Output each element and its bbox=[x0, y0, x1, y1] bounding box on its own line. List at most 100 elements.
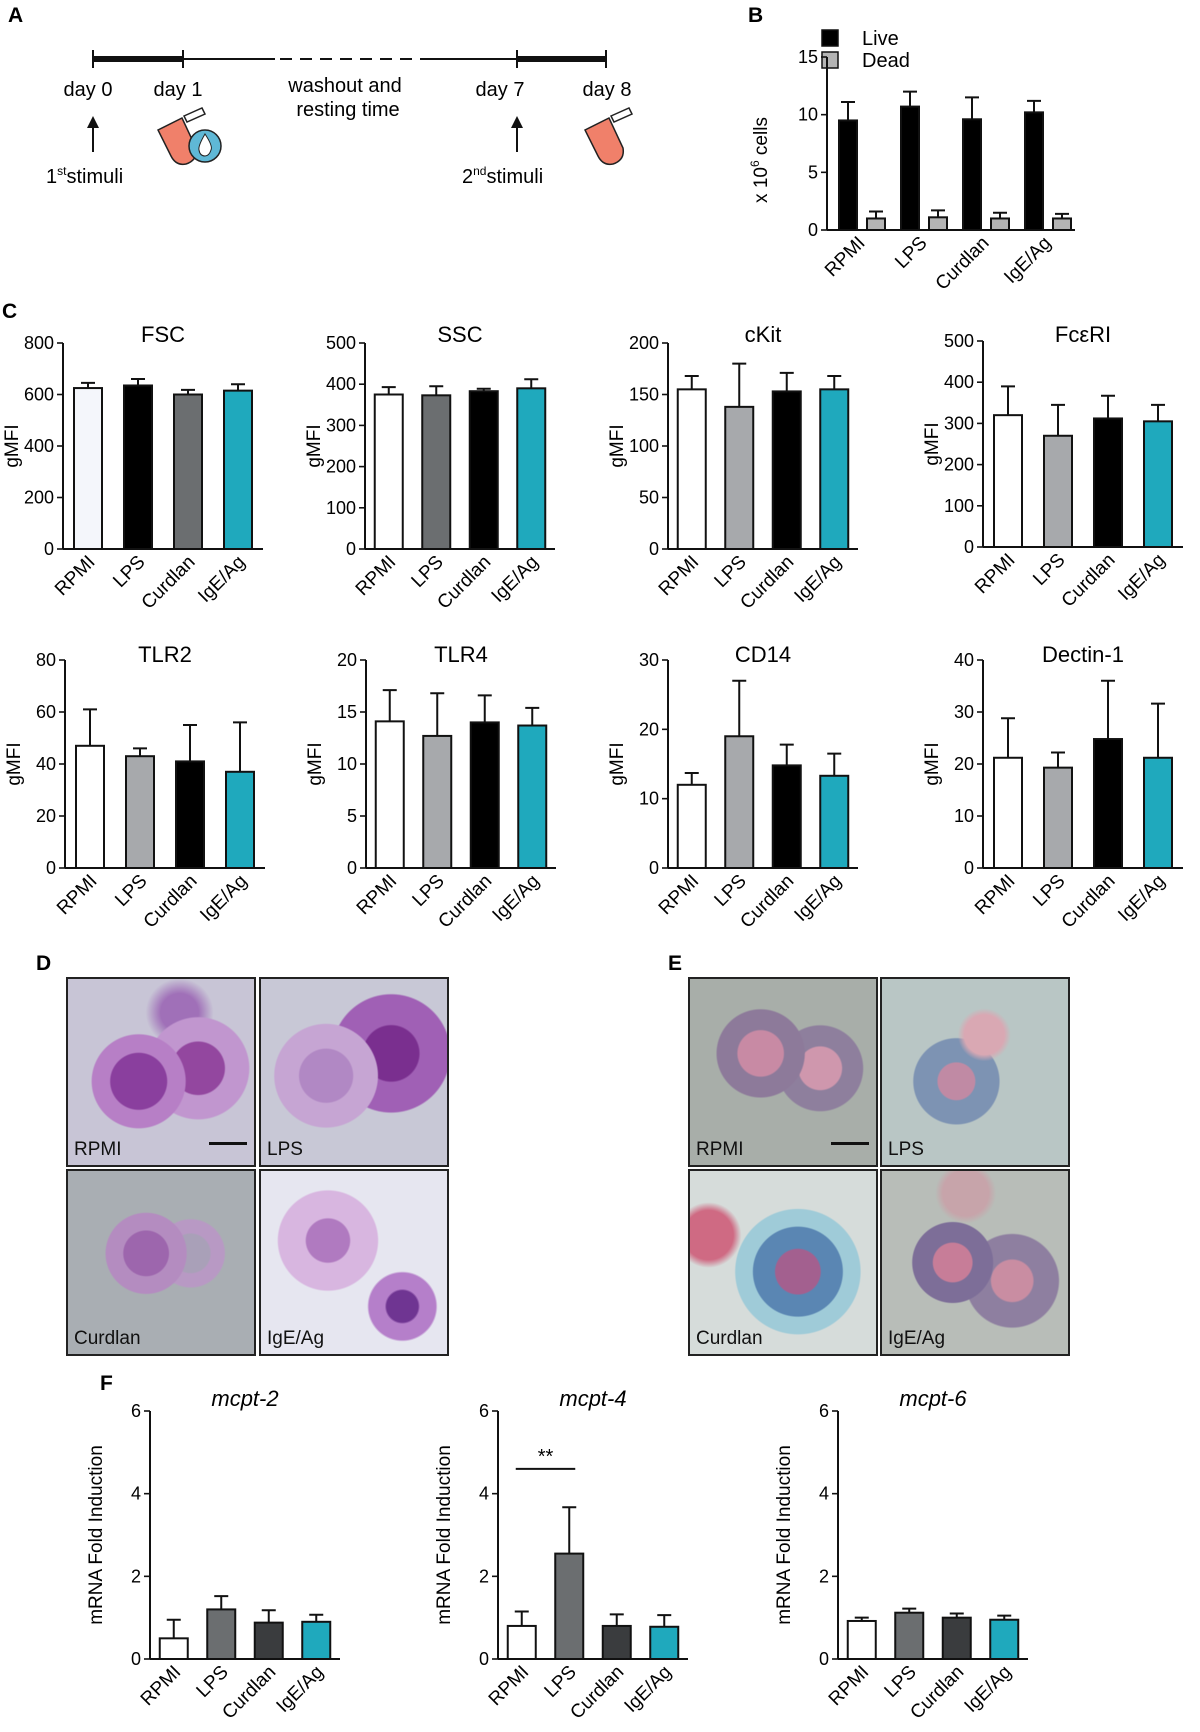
category-label-lps: LPS bbox=[1029, 871, 1069, 911]
y-tick-label: 20 bbox=[337, 650, 357, 670]
error-bar bbox=[997, 1614, 1012, 1620]
chart-title: mcpt-2 bbox=[211, 1386, 278, 1411]
chart-title: SSC bbox=[437, 322, 482, 347]
micrograph-d-ige-label: IgE/Ag bbox=[267, 1328, 325, 1349]
bar-curdlan bbox=[601, 1624, 632, 1661]
bar-ige-ag bbox=[223, 389, 253, 551]
bar-rpmi bbox=[993, 756, 1023, 870]
y-tick-label: 500 bbox=[944, 331, 974, 351]
y-axis-label: gMFI bbox=[922, 742, 943, 785]
y-tick-label: 4 bbox=[819, 1484, 829, 1504]
y-tick-label: 300 bbox=[944, 413, 974, 433]
chart-fceri: 0 100 200 300 400 500 FcεRI gMFI RPMI LPSCurdlanI… bbox=[922, 322, 1183, 612]
bar-lps-dead bbox=[928, 216, 948, 232]
error-bar bbox=[1101, 394, 1115, 419]
y-tick-label: 0 bbox=[479, 1649, 489, 1669]
bar-curdlan bbox=[771, 764, 802, 869]
bar-rpmi bbox=[158, 1637, 189, 1661]
category-label-curdlan: Curdlan bbox=[140, 871, 202, 933]
error-bar bbox=[854, 1616, 869, 1621]
bar-lps-live bbox=[900, 105, 920, 231]
bar-rpmi bbox=[676, 783, 707, 869]
tube-icon-day1 bbox=[156, 107, 207, 166]
bar-ige-ag bbox=[516, 387, 547, 550]
error-bar bbox=[684, 374, 699, 390]
legend-label-dead: Dead bbox=[862, 50, 910, 72]
bar-rpmi bbox=[374, 720, 405, 869]
bar-curdlan bbox=[469, 721, 500, 870]
y-tick-label: 100 bbox=[629, 436, 659, 456]
tube-icon-day8 bbox=[583, 107, 634, 166]
category-label-ige-ag: IgE/Ag bbox=[273, 1662, 328, 1717]
category-label-lps: LPS bbox=[541, 1662, 581, 1702]
legend-swatch-live bbox=[821, 29, 839, 47]
droplet-icon-day1 bbox=[188, 129, 222, 163]
category-label-ige-ag: IgE/Ag bbox=[489, 871, 544, 926]
y-tick-label: 5 bbox=[347, 806, 357, 826]
error-bar bbox=[166, 1618, 181, 1639]
bar-ige-ag bbox=[517, 724, 548, 870]
error-bar bbox=[133, 747, 147, 757]
y-axis-label: gMFI bbox=[305, 742, 326, 785]
y-axis-label: mRNA Fold Induction bbox=[434, 1445, 455, 1625]
micrograph-d-rpmi-label: RPMI bbox=[74, 1139, 122, 1160]
y-tick-label: 300 bbox=[326, 415, 356, 435]
y-tick-label: 0 bbox=[964, 858, 974, 878]
category-label-rpmi: RPMI bbox=[655, 552, 703, 600]
error-bar bbox=[233, 721, 247, 772]
bar-rpmi bbox=[75, 744, 105, 869]
y-tick-label: 20 bbox=[954, 754, 974, 774]
y-tick-label: 10 bbox=[954, 806, 974, 826]
category-label-curdlan: Curdlan bbox=[1058, 871, 1120, 933]
y-axis-label: gMFI bbox=[607, 424, 628, 467]
y-tick-label: 6 bbox=[131, 1401, 141, 1421]
y-tick-label: 30 bbox=[639, 650, 659, 670]
category-label-lps: LPS bbox=[408, 552, 448, 592]
y-axis-label: gMFI bbox=[607, 742, 628, 785]
bar-lps bbox=[206, 1608, 237, 1661]
error-bar bbox=[993, 211, 1007, 219]
y-tick-label: 10 bbox=[639, 789, 659, 809]
scale-bar bbox=[831, 1142, 869, 1145]
bar-ige-ag bbox=[989, 1618, 1020, 1660]
y-tick-label: 60 bbox=[36, 702, 56, 722]
category-label-curdlan: Curdlan bbox=[1058, 550, 1120, 612]
bar-rpmi-live bbox=[838, 119, 858, 231]
category-label-lps: LPS bbox=[891, 233, 931, 273]
bar-ige-ag-dead bbox=[1052, 217, 1072, 231]
bar-curdlan bbox=[253, 1621, 284, 1661]
bar-lps bbox=[422, 734, 453, 869]
category-label-ige-ag: IgE/Ag bbox=[488, 552, 543, 607]
label-washout-1: washout and bbox=[287, 75, 401, 97]
bar-ige-ag bbox=[1143, 420, 1173, 548]
y-tick-label: 6 bbox=[479, 1401, 489, 1421]
error-bar bbox=[827, 374, 842, 390]
error-bar bbox=[524, 378, 539, 389]
y-tick-label: 40 bbox=[36, 754, 56, 774]
y-tick-label: 400 bbox=[24, 436, 54, 456]
category-label-rpmi: RPMI bbox=[971, 871, 1019, 919]
bar-curdlan bbox=[771, 390, 802, 550]
bar-curdlan bbox=[941, 1616, 972, 1660]
chart-title: FcεRI bbox=[1055, 322, 1111, 347]
category-label-ige-ag: IgE/Ag bbox=[1114, 871, 1169, 926]
error-bar bbox=[732, 679, 747, 737]
y-tick-label: 15 bbox=[798, 47, 818, 67]
arrow-icon-stim2 bbox=[511, 116, 523, 152]
category-label-ige-ag: IgE/Ag bbox=[1000, 233, 1055, 288]
category-label-curdlan: Curdlan bbox=[433, 552, 495, 614]
bar-lps bbox=[724, 405, 755, 550]
error-bar bbox=[931, 209, 945, 218]
bar-ige-ag-live bbox=[1024, 111, 1044, 231]
y-tick-label: 2 bbox=[479, 1566, 489, 1586]
chart-ssc: 0 100 200 300 400 500 SSC gMFI RPMI LPSCurdlanIgE… bbox=[304, 322, 555, 614]
category-label-ige-ag: IgE/Ag bbox=[196, 871, 251, 926]
chart-title: CD14 bbox=[735, 642, 791, 667]
significance-label: ** bbox=[538, 1446, 554, 1468]
bar-lps bbox=[1043, 766, 1073, 870]
y-tick-label: 4 bbox=[479, 1484, 489, 1504]
